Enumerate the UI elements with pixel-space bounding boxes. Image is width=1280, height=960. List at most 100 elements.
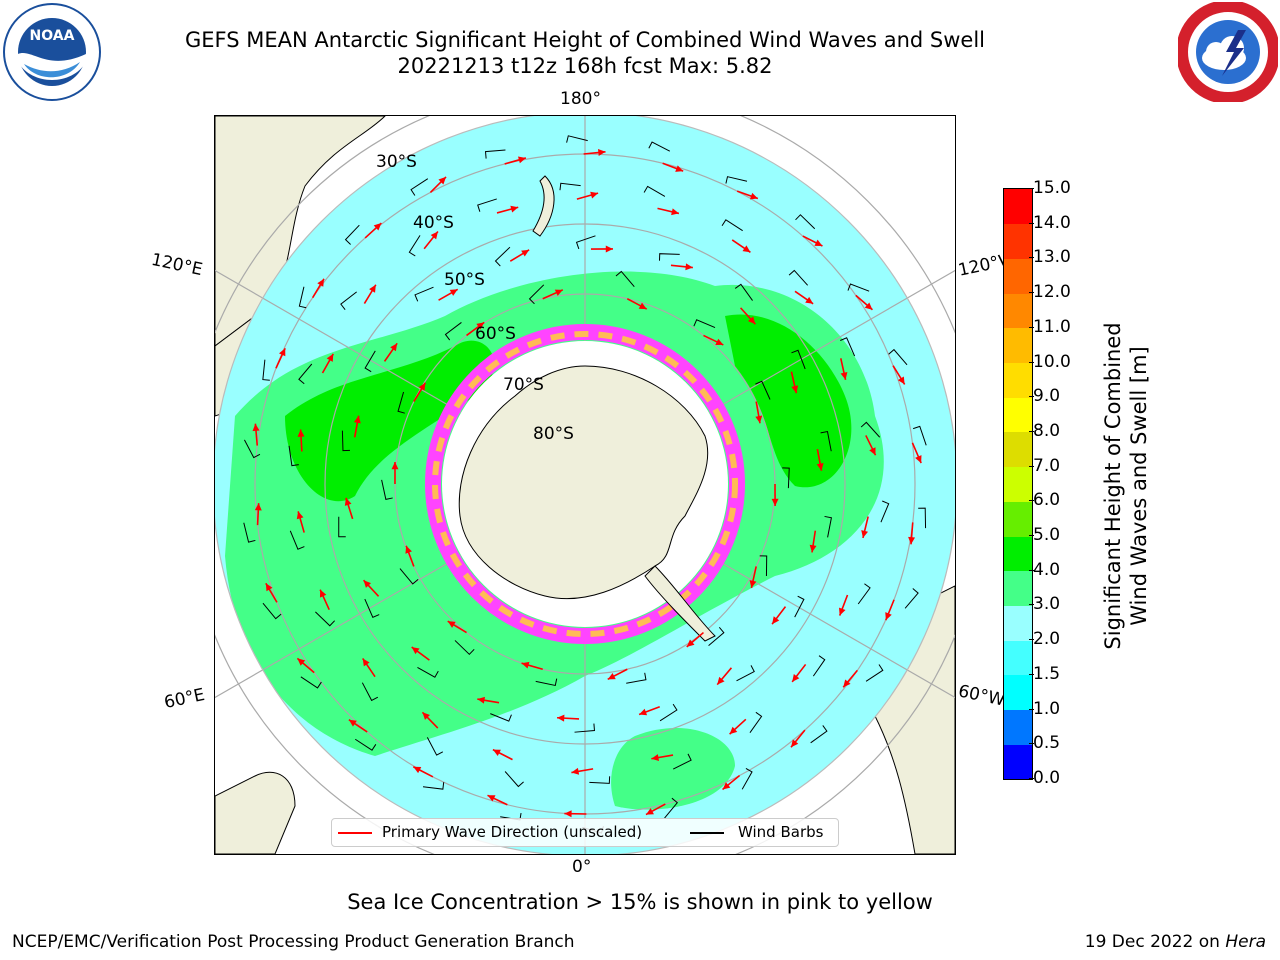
wave-direction-arrowhead bbox=[791, 385, 799, 394]
wave-direction-arrowhead bbox=[590, 191, 599, 199]
wave-direction-arrowhead bbox=[792, 674, 800, 682]
wave-direction-arrowhead bbox=[363, 580, 372, 588]
lat-label-30s: 30°S bbox=[376, 152, 417, 172]
wind-barb bbox=[477, 198, 497, 212]
wind-barb bbox=[865, 664, 884, 682]
wind-barb bbox=[298, 363, 313, 385]
wind-barb bbox=[788, 269, 809, 286]
wave-direction-arrowhead bbox=[517, 156, 526, 164]
wave-direction-arrowhead bbox=[814, 239, 823, 246]
colorbar-tick-label: 1.0 bbox=[1028, 698, 1061, 719]
wave-direction-arrowhead bbox=[840, 371, 848, 380]
wind-barb bbox=[289, 530, 305, 550]
wind-barb bbox=[734, 283, 753, 301]
colorbar-segment bbox=[1004, 397, 1032, 433]
wind-barb bbox=[414, 286, 434, 302]
wind-barb bbox=[354, 738, 377, 751]
wind-barb bbox=[824, 515, 833, 538]
wave-direction-arrowhead bbox=[749, 580, 757, 588]
wind-barb bbox=[643, 185, 666, 197]
wave-direction-arrowhead bbox=[791, 739, 799, 748]
wind-barbs-legend-line bbox=[690, 832, 724, 834]
wind-barb bbox=[725, 176, 748, 184]
wind-barb bbox=[736, 665, 755, 682]
antarctica-land bbox=[458, 365, 709, 600]
wind-barb bbox=[904, 588, 919, 609]
wind-barb bbox=[535, 678, 558, 687]
wave-direction-arrowhead bbox=[571, 767, 580, 775]
wave-direction-arrowhead bbox=[869, 447, 876, 456]
wave-direction-arrowhead bbox=[438, 176, 447, 185]
colorbar bbox=[1003, 188, 1033, 780]
wave-direction-arrowhead bbox=[373, 223, 382, 231]
wave-direction-arrowhead bbox=[317, 278, 324, 287]
wave-direction-arrowhead bbox=[597, 149, 606, 156]
colorbar-segment bbox=[1004, 501, 1032, 537]
wind-barb bbox=[840, 337, 856, 357]
wave-direction-arrowhead bbox=[564, 810, 572, 818]
wave-direction-arrowhead bbox=[279, 348, 286, 357]
colorbar-segment bbox=[1004, 709, 1032, 745]
colorbar-segment bbox=[1004, 640, 1032, 676]
wave-direction-arrowhead bbox=[639, 708, 648, 716]
lon-label-120e: 120°E bbox=[149, 249, 205, 281]
colorbar-tick-label: 6.0 bbox=[1028, 490, 1061, 511]
wind-barb bbox=[574, 723, 596, 733]
wind-barb bbox=[755, 380, 771, 400]
wind-barb bbox=[454, 640, 475, 656]
wind-barb bbox=[918, 507, 927, 529]
wave-direction-arrowhead bbox=[607, 672, 616, 680]
wind-barb bbox=[364, 598, 380, 619]
wind-barb bbox=[288, 445, 299, 467]
colorbar-tick-label: 1.5 bbox=[1028, 663, 1061, 684]
wave-direction-arrowhead bbox=[557, 714, 565, 722]
wave-direction-arrowhead bbox=[686, 639, 695, 647]
colorbar-label-line2: Wind Waves and Swell [m] bbox=[1127, 346, 1151, 626]
wave-direction-arrowhead bbox=[477, 696, 486, 704]
colorbar-segment bbox=[1004, 605, 1032, 641]
colorbar-tick-label: 12.0 bbox=[1029, 282, 1071, 303]
wave-direction-arrowhead bbox=[362, 658, 370, 667]
wind-barb bbox=[340, 291, 357, 310]
polar-map[interactable] bbox=[214, 115, 956, 855]
polar-map-canvas bbox=[215, 116, 955, 854]
colorbar-tick-label: 5.0 bbox=[1028, 525, 1061, 546]
sea-ice-caption: Sea Ice Concentration > 15% is shown in … bbox=[347, 890, 933, 914]
wave-direction-arrowhead bbox=[671, 208, 679, 216]
wave-direction-arrowhead bbox=[771, 498, 779, 506]
footer-branch: NCEP/EMC/Verification Post Processing Pr… bbox=[12, 932, 575, 952]
footer-date: 19 Dec 2022 on Hera bbox=[1085, 932, 1266, 952]
footer-host: Hera bbox=[1225, 932, 1266, 952]
wind-barb bbox=[300, 676, 322, 689]
wave-direction-arrowhead bbox=[861, 530, 869, 538]
wind-barb bbox=[397, 391, 405, 414]
wind-barb bbox=[338, 516, 346, 538]
wind-barb bbox=[664, 797, 678, 819]
colorbar-segment bbox=[1004, 189, 1032, 225]
wind-barb bbox=[880, 500, 890, 523]
wind-barb bbox=[344, 224, 360, 245]
wind-barb bbox=[399, 568, 419, 585]
wave-direction-arrowhead bbox=[265, 583, 273, 592]
wind-barb bbox=[490, 713, 512, 722]
lon-label-180: 180° bbox=[560, 89, 601, 109]
colorbar-tick-label: 2.0 bbox=[1028, 629, 1061, 650]
wind-barb bbox=[484, 149, 506, 159]
wave-direction-arrowhead bbox=[715, 338, 724, 345]
wind-barb bbox=[847, 283, 870, 292]
wind-barb bbox=[361, 682, 379, 702]
colorbar-tick-label: 4.0 bbox=[1028, 559, 1061, 580]
wave-direction-arrowhead bbox=[651, 754, 660, 761]
wind-barb bbox=[795, 214, 816, 230]
wind-barb bbox=[782, 467, 790, 489]
wave-direction-arrowhead bbox=[492, 749, 501, 756]
wind-barb bbox=[262, 602, 282, 620]
lat-label-80s: 80°S bbox=[533, 424, 574, 444]
wind-barb bbox=[812, 655, 826, 677]
wave-direction-legend-line bbox=[338, 832, 372, 834]
wind-barb bbox=[741, 768, 753, 790]
antarctic-peninsula bbox=[644, 565, 716, 642]
wind-barb bbox=[444, 322, 462, 341]
wave-direction-arrowhead bbox=[348, 719, 357, 727]
wave-direction-arrows bbox=[252, 149, 922, 818]
